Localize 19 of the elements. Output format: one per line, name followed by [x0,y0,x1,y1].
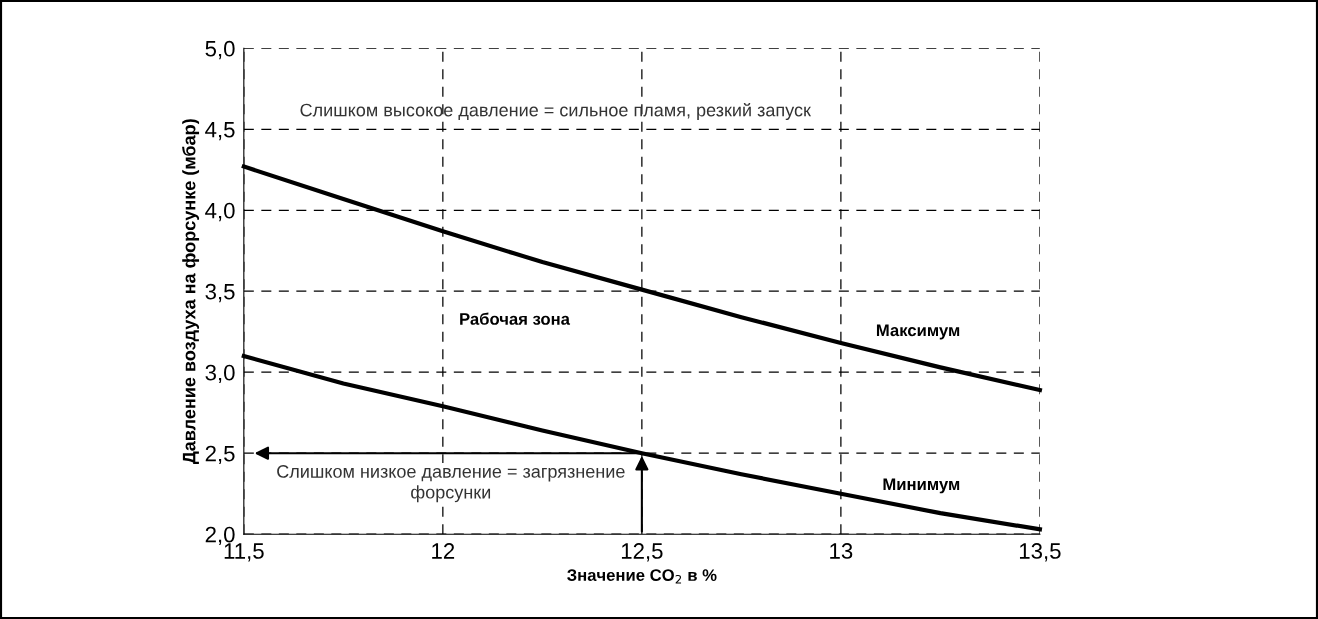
y-tick-label: 3,0 [205,364,235,384]
x-tick-label: 12,5 [621,543,663,562]
annotation: Слишком высокое давление = сильное пламя, резкий запуск [300,102,812,121]
annotation: Слишком низкое давление = загрязнение форсунки [277,465,625,503]
x-tick-label: 13,5 [1019,543,1061,562]
y-tick-label: 4,5 [205,122,235,141]
y-tick-label: 3,5 [205,283,235,303]
y-tick-label: 5,0 [205,40,235,60]
series-label: Максимум [876,324,960,340]
series-label: Минимум [883,478,960,494]
y-tick-label: 2,0 [205,526,235,546]
x-axis-title: Значение CO$_{2}$ в % [567,569,717,584]
annotation: Рабочая зона [460,312,571,325]
x-tick-label: 13 [830,543,853,559]
y-tick-label: 4,0 [205,202,235,222]
x-tick-label: 12 [432,543,455,559]
x-tick-label: 11,5 [224,543,264,562]
y-tick-label: 2,5 [205,445,235,465]
y-axis-title: Давление воздуха на форсунке (мбар) [182,119,200,464]
